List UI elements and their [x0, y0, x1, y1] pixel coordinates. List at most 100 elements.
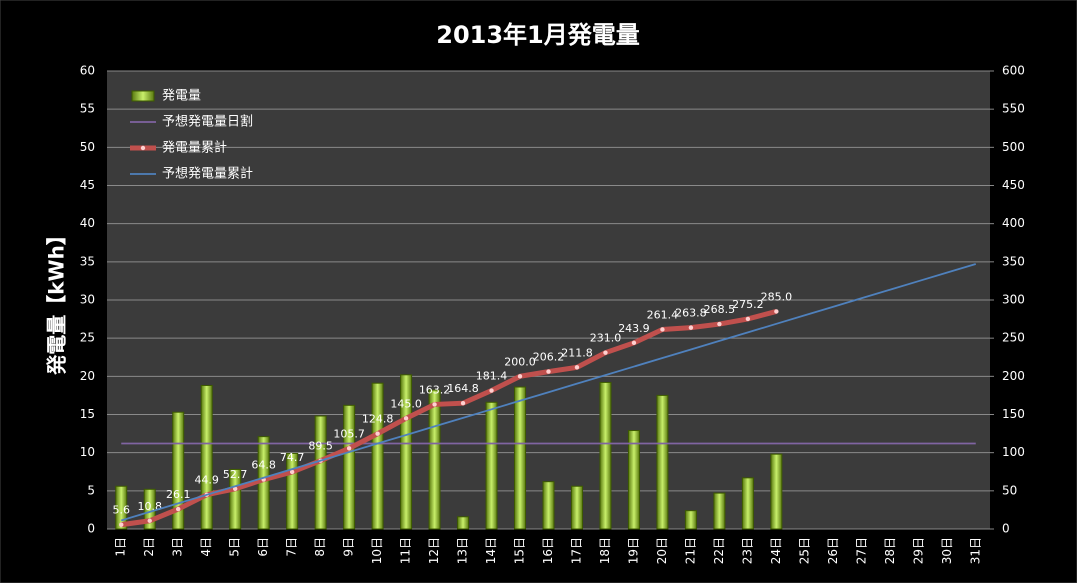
x-tick-label: 31日	[968, 537, 982, 564]
x-tick-label: 24日	[769, 537, 783, 564]
data-label: 163.2	[419, 383, 451, 396]
data-label: 5.6	[112, 504, 130, 517]
data-label: 26.1	[166, 488, 191, 501]
x-tick-label: 20日	[655, 537, 669, 564]
bar	[286, 452, 299, 530]
bar	[542, 481, 555, 530]
x-tick-label: 21日	[683, 537, 697, 564]
marker	[460, 401, 466, 406]
marker	[517, 374, 523, 379]
legend-label: 予想発電量累計	[162, 166, 253, 182]
bar	[371, 382, 384, 530]
data-label: 181.4	[476, 370, 508, 383]
x-tick-label: 18日	[598, 537, 612, 564]
data-label: 285.0	[761, 290, 793, 303]
marker	[688, 325, 694, 330]
data-label: 206.2	[533, 351, 565, 364]
x-tick-label: 6日	[256, 537, 270, 557]
y-tick-label: 0	[87, 522, 95, 536]
x-tick-label: 2日	[142, 537, 156, 557]
x-tick-label: 25日	[797, 537, 811, 564]
x-tick-label: 5日	[228, 537, 242, 557]
data-label: 231.0	[590, 332, 622, 345]
x-tick-label: 7日	[285, 537, 299, 557]
data-label: 105.7	[333, 427, 365, 440]
y2-tick-label: 50	[1002, 483, 1017, 497]
y2-tick-label: 600	[1002, 64, 1025, 78]
bar	[200, 384, 213, 530]
bar	[514, 386, 527, 530]
y-tick-label: 5	[87, 483, 95, 497]
legend-swatch	[131, 90, 155, 102]
chart-title: 2013年1月発電量	[436, 21, 640, 49]
data-label: 74.7	[280, 451, 305, 464]
marker	[119, 522, 124, 527]
data-label: 263.8	[675, 307, 707, 320]
bar	[457, 516, 470, 530]
data-label: 261.4	[647, 308, 679, 321]
marker	[176, 506, 181, 512]
bar	[570, 485, 583, 530]
y2-tick-label: 0	[1002, 522, 1010, 536]
marker	[289, 469, 295, 475]
bar	[599, 381, 612, 530]
data-label: 89.5	[308, 440, 333, 453]
y2-tick-label: 500	[1002, 140, 1025, 154]
y-tick-label: 55	[80, 102, 95, 116]
marker	[603, 350, 608, 355]
bar	[172, 411, 185, 530]
data-label: 268.5	[704, 303, 736, 316]
x-tick-label: 10日	[370, 537, 384, 564]
x-tick-label: 13日	[456, 537, 470, 564]
marker	[232, 486, 238, 491]
bar	[400, 374, 413, 530]
bar	[741, 477, 754, 530]
data-label: 275.2	[732, 298, 764, 311]
y-tick-label: 25	[80, 331, 95, 345]
x-tick-label: 27日	[854, 537, 868, 564]
y-tick-label: 20	[80, 369, 95, 383]
y2-tick-label: 200	[1002, 369, 1025, 383]
series-line	[120, 263, 977, 522]
bar	[428, 389, 441, 530]
legend-marker	[140, 145, 146, 151]
data-label: 200.0	[504, 355, 536, 368]
y2-tick-label: 450	[1002, 178, 1025, 192]
y2-tick-label: 350	[1002, 254, 1025, 268]
y-tick-label: 50	[80, 140, 95, 154]
x-tick-label: 23日	[740, 537, 754, 564]
x-tick-label: 1日	[114, 537, 128, 557]
marker	[745, 316, 751, 322]
x-tick-label: 15日	[513, 537, 527, 564]
marker	[489, 388, 494, 393]
y-tick-label: 45	[80, 178, 95, 192]
data-label: 145.0	[390, 397, 422, 410]
data-label: 52.7	[223, 468, 248, 481]
x-tick-label: 9日	[342, 537, 356, 557]
y2-tick-label: 250	[1002, 331, 1025, 345]
bar	[115, 485, 128, 530]
x-tick-label: 22日	[712, 537, 726, 564]
marker	[660, 327, 665, 332]
marker	[574, 365, 580, 370]
x-tick-label: 19日	[626, 537, 640, 564]
x-tick-label: 16日	[541, 537, 555, 564]
x-tick-label: 29日	[911, 537, 925, 564]
x-tick-label: 14日	[484, 537, 498, 564]
y-axis-label: 発電量【kWh】	[45, 225, 69, 376]
marker	[432, 402, 437, 407]
marker	[631, 340, 637, 346]
x-tick-label: 30日	[940, 537, 954, 564]
marker	[717, 321, 722, 327]
x-tick-label: 4日	[199, 537, 213, 557]
y-tick-label: 40	[80, 216, 95, 230]
data-label: 64.8	[251, 459, 276, 472]
data-label: 44.9	[194, 474, 219, 487]
y-tick-label: 35	[80, 254, 95, 268]
data-label: 164.8	[447, 382, 479, 395]
marker	[346, 446, 352, 451]
x-tick-label: 28日	[883, 537, 897, 564]
data-label: 211.8	[561, 346, 593, 359]
bar	[713, 492, 726, 530]
y2-tick-label: 550	[1002, 102, 1025, 116]
